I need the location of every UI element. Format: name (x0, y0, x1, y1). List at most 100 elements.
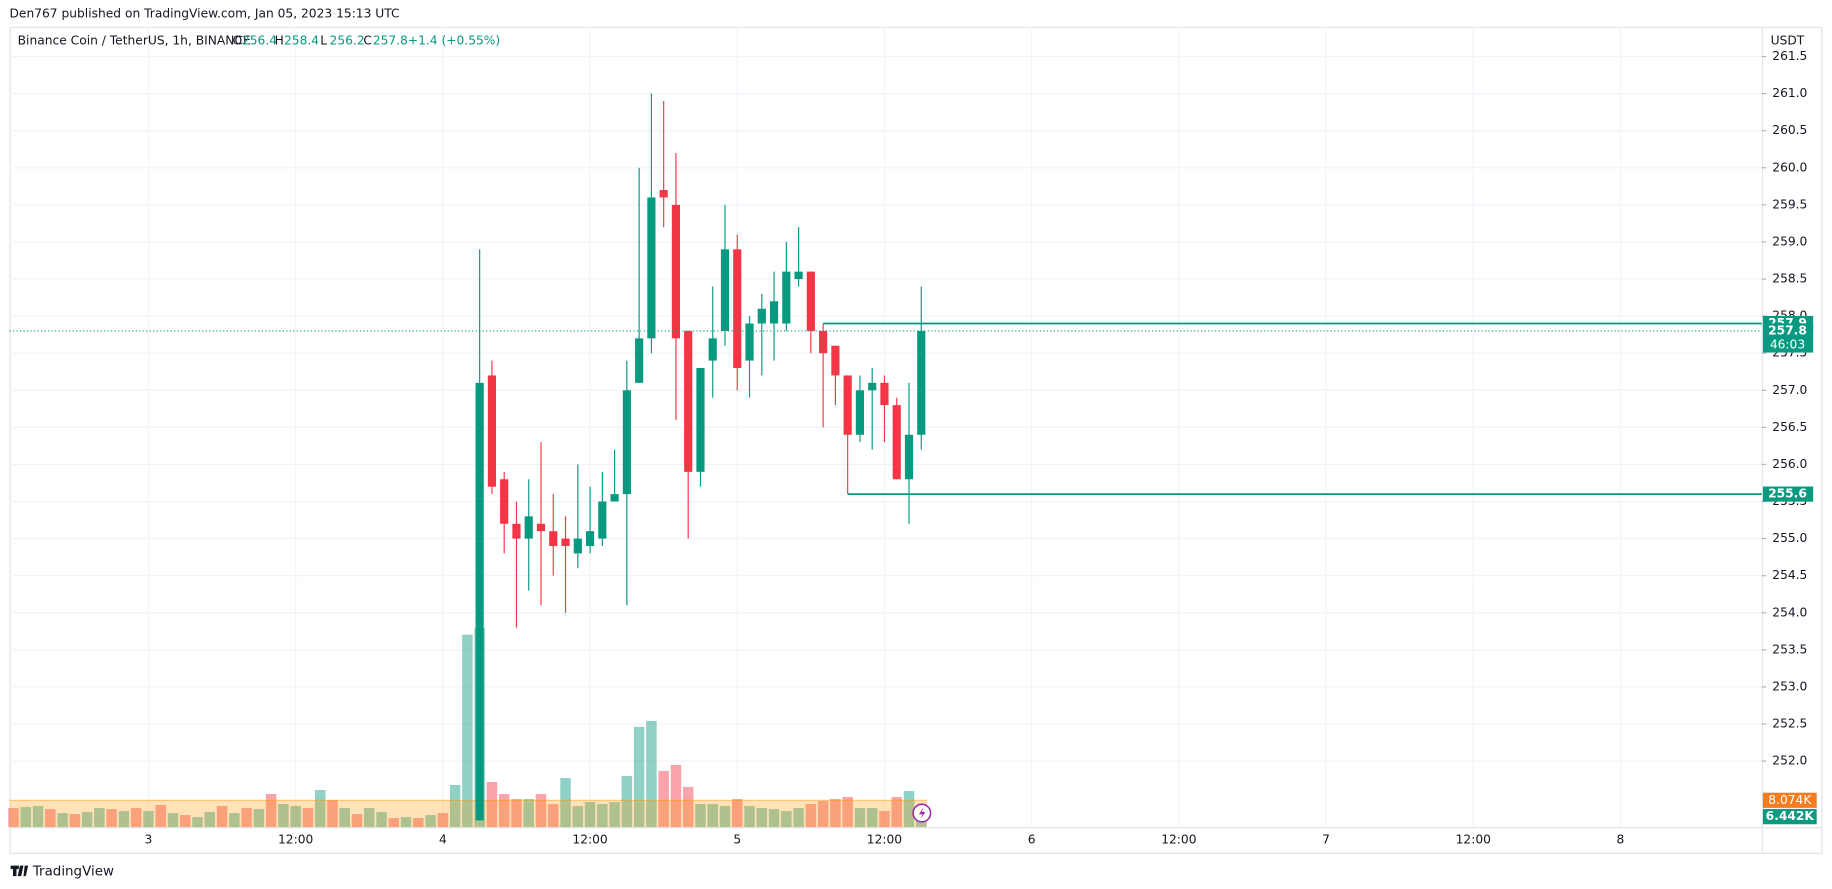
candle-body (671, 204, 681, 339)
candle-body (647, 197, 656, 339)
y-tick-label: 261.0 (1772, 86, 1807, 100)
volume-bar (646, 720, 657, 828)
candle-body (917, 330, 926, 435)
volume-bar (854, 808, 866, 828)
volume-bar (364, 808, 375, 828)
candle-body (585, 531, 595, 547)
candle-body (475, 382, 484, 821)
volume-bar (498, 794, 510, 828)
y-tick-label: 260.0 (1772, 160, 1807, 174)
last-price-label: 257.8 (1768, 323, 1807, 337)
x-tick-label: 12:00 (1161, 832, 1196, 846)
y-tick-label: 261.5 (1772, 49, 1807, 63)
candle-body (855, 390, 865, 435)
volume-bar (670, 764, 682, 828)
volume-bar (290, 806, 301, 828)
volume-bar (130, 808, 142, 828)
volume-bar (204, 812, 216, 828)
volume-bar (732, 799, 743, 828)
legend-value: 256.4 (242, 33, 277, 47)
candle-body (733, 249, 742, 369)
volume-bar (155, 805, 166, 828)
candles (475, 93, 926, 821)
price-label-box (1762, 486, 1814, 502)
volume-bar (768, 809, 780, 828)
x-tick-label: 12:00 (867, 832, 902, 846)
volume-bar (32, 806, 44, 828)
x-tick-label: 7 (1322, 832, 1330, 846)
volume-bar (437, 813, 449, 828)
candle-body (769, 301, 779, 324)
volume-bar (253, 809, 265, 828)
y-tick-label: 259.5 (1772, 197, 1807, 211)
candle-body (610, 494, 619, 502)
volume-bar (302, 808, 314, 828)
volume-bar (339, 808, 350, 828)
candle-body (757, 308, 766, 324)
header: Den767 published on TradingView.com, Jan… (9, 7, 399, 21)
volume-bar (817, 801, 829, 828)
volume-bar (572, 806, 584, 828)
volume-bar (388, 818, 400, 828)
y-tick-label: 257.0 (1772, 383, 1807, 397)
currency: USDT (1771, 33, 1805, 47)
footer-brand: TradingView (32, 864, 114, 879)
candle-body (524, 516, 533, 539)
volume-bar (351, 814, 363, 828)
candle-body (880, 382, 889, 406)
volume-ma-area (9, 800, 928, 828)
volume-bar (891, 797, 902, 828)
x-tick-label: 4 (439, 832, 447, 846)
y-tick-label: 258.5 (1772, 272, 1807, 286)
candle-body (512, 523, 521, 539)
volume-bar (265, 794, 277, 828)
candle-body (622, 390, 631, 495)
volume-bar (45, 809, 56, 828)
chart-frame (9, 26, 1823, 854)
volume-bar (866, 808, 878, 828)
candle-body (782, 271, 791, 324)
volume-bar (400, 817, 412, 828)
candle-body (549, 531, 558, 547)
candle-body (708, 338, 717, 361)
volume-ma-box (1762, 792, 1817, 808)
x-tick-label: 6 (1028, 832, 1036, 846)
price-label: 255.6 (1768, 487, 1807, 501)
y-tick-label: 253.5 (1772, 642, 1807, 656)
x-tick-label: 8 (1617, 832, 1625, 846)
watermark-icon (912, 803, 932, 823)
volume-bar (143, 811, 154, 828)
legend-value: 257.8 (373, 33, 408, 47)
axes: 252.0252.5253.0253.5254.0254.5255.0255.5… (145, 49, 1817, 846)
price-lines (9, 322, 1762, 495)
volume-bar (523, 799, 534, 828)
volume-bar (425, 815, 436, 828)
legend-key: O (233, 33, 243, 47)
candle-body (831, 345, 840, 376)
candle-body (720, 249, 730, 331)
volume-bar (81, 812, 93, 828)
candle-body (745, 323, 754, 361)
volume-bar (106, 809, 117, 828)
y-tick-label: 260.5 (1772, 123, 1807, 137)
volume-bar (830, 799, 841, 828)
volume-bar (903, 791, 915, 828)
volume-bar (548, 804, 559, 828)
y-tick-label: 252.5 (1772, 716, 1807, 730)
y-tick-label: 253.0 (1772, 679, 1807, 693)
candle-body (806, 271, 815, 331)
candle-body (868, 382, 877, 391)
volume-bar (535, 794, 547, 828)
legend-change: +1.4 (+0.55%) (408, 33, 500, 47)
volume-bar (609, 802, 620, 828)
candle-body (843, 375, 852, 435)
volume-bar (229, 813, 240, 828)
volume-bar (216, 806, 228, 828)
x-tick-label: 12:00 (1456, 832, 1491, 846)
x-tick-label: 12:00 (278, 832, 313, 846)
y-tick-label: 256.5 (1772, 420, 1807, 434)
volume-bar (69, 814, 81, 828)
volume-bar (278, 804, 289, 828)
volume-bar (597, 804, 608, 828)
